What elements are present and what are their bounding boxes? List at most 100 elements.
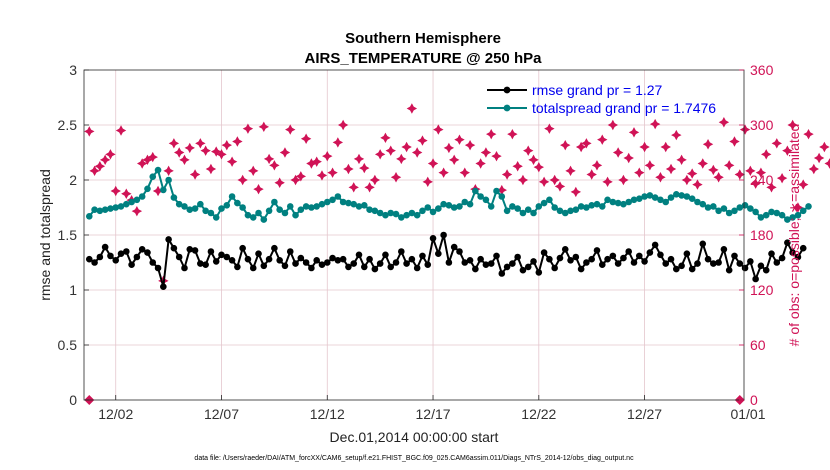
totalspread-point (561, 209, 569, 217)
y-right-tick-label: 180 (750, 227, 774, 243)
obs-assimilated-marker (480, 147, 492, 158)
totalspread-point (799, 207, 807, 215)
rmse-point (239, 244, 246, 252)
totalspread-point (281, 209, 289, 217)
totalspread-point (160, 186, 167, 194)
obs-assimilated-marker (353, 153, 365, 165)
rmse-point (673, 265, 680, 273)
obs-assimilated-marker (597, 134, 608, 145)
rmse-point (334, 257, 342, 264)
x-tick-label: 12/27 (627, 406, 662, 422)
obs-assimilated-marker (475, 158, 486, 169)
totalspread-point (604, 196, 611, 204)
totalspread-point (419, 207, 426, 215)
obs-assimilated-marker (798, 179, 809, 190)
rmse-point (392, 259, 400, 266)
totalspread-point (620, 200, 627, 208)
obs-assimilated-marker (570, 186, 582, 198)
totalspread-point (694, 198, 701, 206)
obs-assimilated-marker (634, 167, 645, 178)
obs-assimilated-marker (417, 135, 428, 146)
rmse-point (371, 265, 379, 273)
totalspread-point (334, 193, 342, 200)
rmse-point (588, 255, 595, 263)
totalspread-point (91, 206, 98, 213)
obs-count-series (84, 103, 830, 405)
rmse-point (107, 252, 114, 260)
obs-assimilated-marker (533, 161, 545, 173)
rmse-point (519, 266, 527, 274)
obs-assimilated-marker (591, 160, 603, 171)
rmse-point (572, 253, 580, 261)
obs-assimilated-marker (332, 137, 344, 148)
rmse-point (651, 241, 659, 249)
rmse-point (318, 261, 326, 269)
rmse-point (561, 246, 569, 253)
obs-assimilated-marker (343, 163, 354, 175)
rmse-point (604, 255, 611, 263)
totalspread-point (133, 196, 141, 204)
obs-assimilated-marker (263, 153, 275, 165)
rmse-point (133, 253, 141, 261)
obs-assimilated-marker (237, 174, 248, 186)
totalspread-point (212, 214, 220, 221)
totalspread-point (138, 193, 146, 200)
totalspread-point (546, 196, 553, 204)
totalspread-point (170, 194, 178, 201)
totalspread-point (519, 209, 527, 217)
obs-assimilated-marker (787, 119, 798, 131)
obs-assimilated-marker (195, 138, 206, 149)
obs-assimilated-marker (612, 147, 624, 158)
obs-assimilated-marker (745, 165, 756, 177)
totalspread-point (144, 185, 151, 193)
obs-assimilated-marker (739, 124, 751, 135)
obs-assimilated-marker (173, 147, 185, 158)
totalspread-point (667, 194, 675, 201)
rmse-point (762, 266, 770, 274)
totalspread-point (757, 214, 765, 221)
rmse-point (535, 269, 543, 276)
y-tick-label: 3 (69, 62, 77, 78)
obs-assimilated-marker (776, 172, 788, 184)
rmse-point (720, 246, 728, 253)
obs-assimilated-marker (464, 139, 476, 151)
rmse-point (313, 257, 320, 264)
totalspread-point (493, 187, 500, 195)
rmse-point (398, 248, 405, 255)
rmse-point (297, 254, 305, 262)
totalspread-point (752, 208, 759, 216)
rmse-point (789, 249, 796, 256)
obs-assimilated-marker (491, 150, 502, 162)
totalspread-point (625, 198, 633, 206)
obs-assimilated-marker (755, 167, 767, 178)
obs-assimilated-marker (565, 165, 576, 177)
rmse-point (736, 260, 744, 267)
rmse-point (498, 270, 506, 277)
totalspread-point (392, 210, 400, 218)
obs-assimilated-marker (147, 151, 158, 163)
legend-spread-label: totalspread grand pr = 1.7476 (532, 100, 716, 116)
totalspread-point (123, 200, 130, 208)
legend-rmse-label: rmse grand pr = 1.27 (532, 82, 663, 98)
obs-assimilated-marker (406, 103, 418, 114)
rmse-point (641, 258, 648, 265)
y-right-tick-label: 0 (750, 392, 758, 408)
totalspread-point (197, 200, 204, 208)
totalspread-point (503, 207, 511, 215)
totalspread-point (181, 203, 188, 210)
rmse-point (91, 259, 98, 266)
y-right-tick-label: 60 (750, 337, 766, 353)
legend: rmse grand pr = 1.27 totalspread grand p… (487, 82, 716, 116)
y-right-tick-label: 240 (750, 172, 774, 188)
rmse-point (355, 251, 363, 259)
x-tick-label: 12/07 (204, 406, 239, 422)
rmse-point (112, 257, 120, 264)
totalspread-point (112, 204, 120, 211)
obs-assimilated-marker (660, 141, 671, 153)
rmse-point (477, 255, 484, 263)
totalspread-point (762, 211, 770, 219)
rmse-point (487, 260, 495, 267)
rmse-point (440, 231, 447, 239)
totalspread-point (635, 195, 643, 202)
